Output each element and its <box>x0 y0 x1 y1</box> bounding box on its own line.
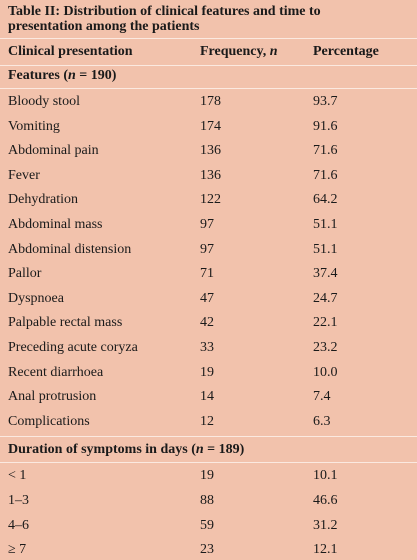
rule-line <box>0 436 417 438</box>
rule-line <box>0 65 417 66</box>
table-title: Table II: Distribution of clinical featu… <box>8 4 321 19</box>
column-header: Clinical presentation <box>8 44 133 60</box>
section-heading-part: = 190) <box>75 68 117 83</box>
rule-line <box>0 462 417 464</box>
row-label: Complications <box>8 413 90 429</box>
row-label: 1–3 <box>8 493 29 508</box>
row-label: Bloody stool <box>8 94 80 109</box>
cell-value: 33 <box>200 340 214 355</box>
row-label: Dyspnoea <box>8 290 64 306</box>
row-label: Recent diarrhoea <box>8 364 104 380</box>
column-header-part: Percentage <box>313 44 379 59</box>
cell-value: 22.1 <box>313 315 338 331</box>
cell-value: 174 <box>200 118 221 134</box>
row-label: Abdominal pain <box>8 143 99 159</box>
cell-value: 31.2 <box>313 517 338 533</box>
row-label: Pallor <box>8 266 42 282</box>
row-label: 4–6 <box>8 517 29 533</box>
cell-value: 7.4 <box>313 389 331 405</box>
cell-value: 19 <box>200 364 214 380</box>
cell-value: 122 <box>200 192 221 208</box>
cell-value: 93.7 <box>313 94 338 109</box>
section-heading-part: n <box>68 68 76 83</box>
column-header-part: Frequency, <box>200 44 270 59</box>
rule-line <box>0 88 417 89</box>
cell-value: 14 <box>200 389 214 405</box>
rule-line <box>0 38 417 39</box>
cell-value: 97 <box>200 217 214 232</box>
cell-value: 24.7 <box>313 290 338 306</box>
row-label: Abdominal distension <box>8 241 132 257</box>
row-label: Palpable rectal mass <box>8 315 123 331</box>
row-label: Dehydration <box>8 192 78 208</box>
row-label: Abdominal mass <box>8 217 103 232</box>
cell-value: 23 <box>200 542 214 558</box>
row-label: ≥ 7 <box>8 542 27 558</box>
cell-value: 12 <box>200 413 214 429</box>
cell-value: 91.6 <box>313 118 338 134</box>
row-label: Fever <box>8 167 40 183</box>
cell-value: 71.6 <box>313 167 338 183</box>
cell-value: 19 <box>200 468 214 484</box>
cell-value: 47 <box>200 290 214 306</box>
section-heading-part: Features ( <box>8 68 68 83</box>
cell-value: 71.6 <box>313 143 338 159</box>
table-title: presentation among the patients <box>8 19 200 34</box>
column-header: Frequency, n <box>200 44 278 60</box>
cell-value: 64.2 <box>313 192 338 208</box>
cell-value: 88 <box>200 493 214 508</box>
column-header-part: n <box>269 44 278 59</box>
cell-value: 51.1 <box>313 241 338 257</box>
cell-value: 51.1 <box>313 217 338 232</box>
cell-value: 97 <box>200 241 214 257</box>
column-header-part: Clinical presentation <box>8 44 133 59</box>
cell-value: 37.4 <box>313 266 338 282</box>
section-heading: Features (n = 190) <box>8 68 116 84</box>
cell-value: 23.2 <box>313 340 338 355</box>
cell-value: 6.3 <box>313 413 331 429</box>
cell-value: 12.1 <box>313 542 338 558</box>
section-heading-part: n <box>195 442 204 458</box>
cell-value: 136 <box>200 143 221 159</box>
cell-value: 59 <box>200 517 214 533</box>
section-heading-part: = 189) <box>203 442 245 458</box>
section-heading-part: Duration of symptoms in days ( <box>8 442 196 458</box>
cell-value: 178 <box>200 94 221 109</box>
column-header: Percentage <box>313 44 379 60</box>
row-label: < 1 <box>8 468 27 484</box>
row-label: Preceding acute coryza <box>8 340 138 355</box>
cell-value: 136 <box>200 167 221 183</box>
cell-value: 10.1 <box>313 468 338 484</box>
section-heading: Duration of symptoms in days (n = 189) <box>8 442 244 458</box>
cell-value: 46.6 <box>313 493 338 508</box>
row-label: Anal protrusion <box>8 389 97 405</box>
row-label: Vomiting <box>8 118 60 134</box>
cell-value: 10.0 <box>313 364 338 380</box>
cell-value: 42 <box>200 315 214 331</box>
cell-value: 71 <box>200 266 214 282</box>
